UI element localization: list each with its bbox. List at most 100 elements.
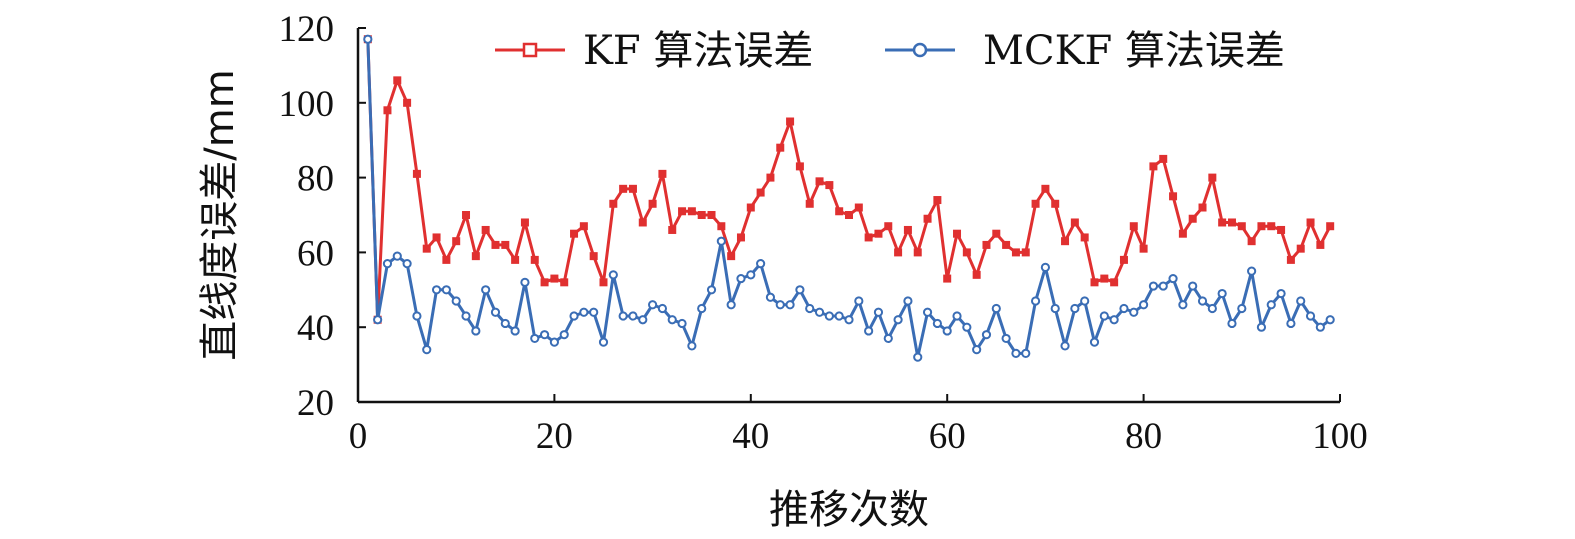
data-point: [894, 248, 903, 257]
data-point: [1089, 337, 1100, 347]
x-tick-label: 80: [1125, 416, 1162, 457]
data-point: [1178, 229, 1187, 238]
data-point: [373, 315, 383, 325]
data-point: [756, 259, 766, 269]
data-point: [854, 203, 863, 212]
data-point: [766, 173, 775, 182]
data-point: [1178, 300, 1188, 310]
data-point: [1001, 333, 1011, 344]
data-point: [903, 296, 913, 306]
data-point: [667, 315, 677, 325]
data-point: [589, 307, 599, 317]
data-point: [412, 311, 422, 321]
data-point: [1169, 192, 1178, 201]
data-point: [638, 218, 647, 227]
data-point: [510, 326, 520, 336]
data-point: [1276, 288, 1286, 299]
data-point: [1021, 348, 1031, 358]
data-point: [873, 307, 884, 317]
data-point: [462, 211, 471, 219]
data-point: [570, 229, 579, 238]
data-point: [786, 117, 795, 126]
data-point: [1227, 318, 1237, 329]
data-point: [432, 233, 441, 242]
data-point: [1051, 199, 1060, 208]
data-point: [1198, 203, 1207, 212]
data-point: [835, 207, 844, 216]
data-point: [1247, 266, 1257, 276]
data-point: [402, 259, 412, 269]
x-tick-label: 60: [929, 416, 966, 457]
data-point: [500, 318, 510, 329]
data-point: [648, 199, 657, 208]
data-point: [490, 307, 501, 317]
data-point: [1296, 296, 1306, 306]
data-point: [1129, 222, 1138, 231]
data-point: [501, 240, 510, 249]
legend-item: KF 算法误差: [495, 28, 813, 74]
y-tick-label: 40: [297, 308, 334, 349]
data-point: [609, 199, 618, 208]
data-point: [1197, 296, 1208, 306]
data-point: [864, 233, 873, 242]
data-point: [598, 337, 609, 347]
data-point: [550, 274, 559, 283]
data-point: [1227, 218, 1236, 227]
data-point: [560, 278, 569, 287]
legend-label: MCKF 算法误差: [983, 28, 1285, 74]
data-point: [491, 240, 500, 249]
data-point: [481, 225, 490, 234]
data-point: [1159, 154, 1168, 163]
data-point: [530, 333, 540, 344]
data-point: [756, 188, 765, 197]
legend-item: MCKF 算法误差: [885, 28, 1285, 74]
data-point: [383, 106, 392, 115]
data-point: [874, 229, 883, 238]
data-point: [923, 214, 932, 223]
x-tick-label: 0: [349, 416, 368, 457]
data-point: [815, 177, 824, 186]
data-point: [1277, 225, 1286, 234]
data-point: [1119, 303, 1129, 314]
data-point: [736, 273, 746, 284]
data-point: [834, 311, 844, 321]
data-point: [619, 184, 628, 193]
data-point: [628, 184, 637, 193]
data-point: [1315, 322, 1325, 332]
data-point: [893, 315, 903, 325]
data-point: [1266, 300, 1276, 310]
data-point: [481, 285, 491, 295]
data-point: [618, 311, 628, 321]
data-point: [1061, 237, 1070, 246]
data-point: [471, 252, 480, 261]
data-point: [1129, 307, 1139, 317]
data-point: [1149, 162, 1158, 171]
data-point: [1237, 222, 1246, 231]
data-point: [736, 233, 745, 242]
data-point: [825, 181, 834, 190]
x-tick-label: 40: [732, 416, 769, 457]
data-point: [805, 303, 815, 314]
data-point: [511, 255, 520, 264]
data-point: [746, 270, 756, 280]
data-point: [1031, 199, 1040, 208]
data-point: [943, 274, 952, 283]
data-point: [657, 303, 668, 314]
data-point: [678, 207, 687, 216]
legend-label: KF 算法误差: [583, 28, 813, 74]
data-point: [795, 162, 804, 171]
data-point: [1040, 262, 1051, 272]
data-point: [805, 199, 814, 208]
data-point: [471, 326, 481, 336]
data-point: [727, 252, 736, 261]
data-point: [972, 270, 981, 279]
data-point: [422, 244, 431, 253]
data-point: [1247, 237, 1256, 246]
data-point: [648, 300, 658, 310]
data-point: [1060, 341, 1070, 351]
data-point: [1237, 303, 1247, 314]
data-point: [824, 311, 834, 321]
data-point: [932, 318, 942, 329]
data-point: [1080, 296, 1090, 306]
data-point: [530, 255, 539, 264]
